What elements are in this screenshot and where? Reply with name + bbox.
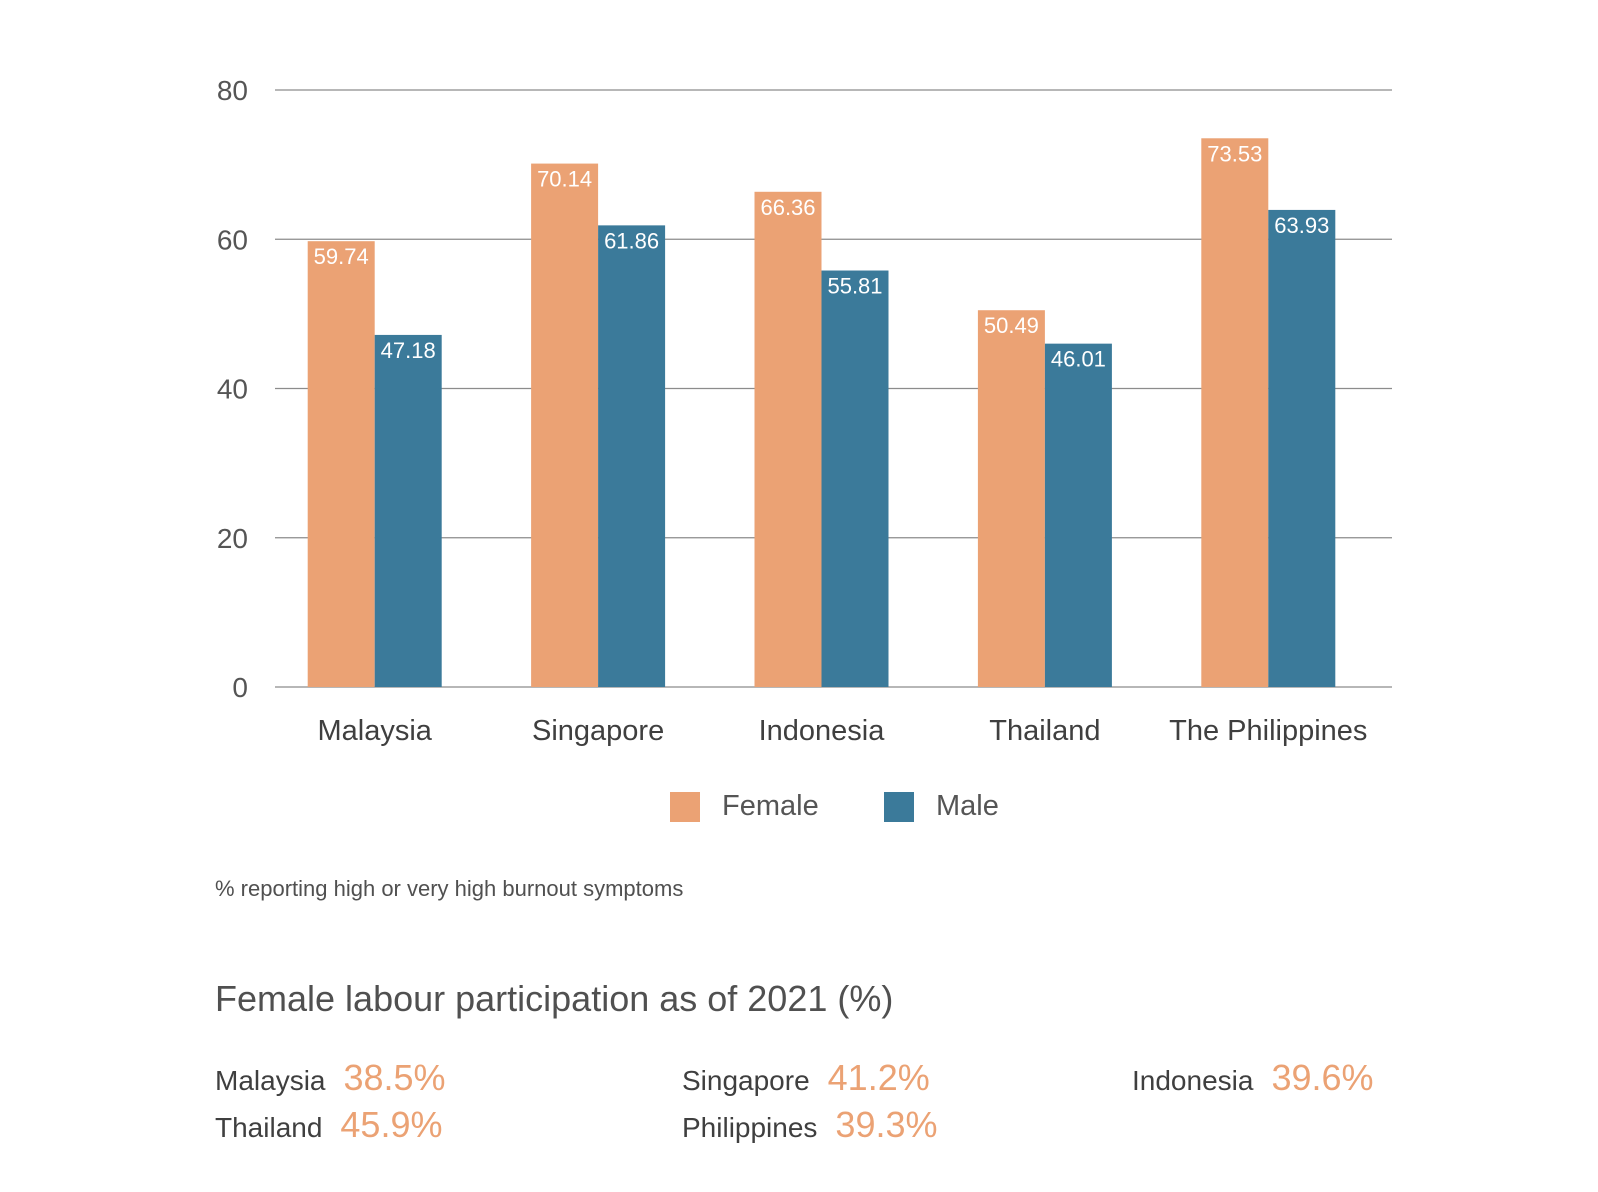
- y-tick-label: 60: [217, 224, 248, 255]
- data-label: 61.86: [604, 228, 659, 253]
- x-category-label: Singapore: [532, 715, 664, 747]
- legend-label-female: Female: [722, 790, 819, 822]
- data-label: 59.74: [314, 244, 369, 269]
- data-label: 73.53: [1207, 141, 1262, 166]
- bar-male: [1268, 209, 1336, 688]
- stat-indonesia: Indonesia 39.6%: [1132, 1057, 1374, 1099]
- data-label: 47.18: [381, 338, 436, 363]
- stat-thailand: Thailand 45.9%: [215, 1104, 442, 1146]
- stat-country: Indonesia: [1132, 1065, 1254, 1096]
- data-label: 46.01: [1051, 347, 1106, 372]
- stat-country: Malaysia: [215, 1065, 326, 1096]
- legend-label-male: Male: [936, 790, 999, 822]
- stat-malaysia: Malaysia 38.5%: [215, 1057, 446, 1099]
- data-label: 55.81: [827, 274, 882, 299]
- data-label: 70.14: [537, 167, 592, 192]
- x-category-label: The Philippines: [1169, 715, 1367, 747]
- y-tick-label: 20: [217, 523, 248, 554]
- y-tick-label: 0: [232, 672, 248, 703]
- stat-value: 41.2%: [827, 1057, 930, 1098]
- legend-item-male: Male: [884, 790, 999, 823]
- bar-male: [1044, 343, 1112, 687]
- bar-male: [598, 225, 666, 687]
- stat-value: 38.5%: [343, 1057, 446, 1098]
- legend-item-female: Female: [670, 790, 819, 823]
- bar-female: [977, 310, 1045, 687]
- stat-singapore: Singapore 41.2%: [682, 1057, 930, 1099]
- bars: 59.74 47.18 70.14 61.86 66.36 55.81 50.49 46.01…: [307, 138, 1336, 688]
- x-category-label: Malaysia: [317, 715, 432, 747]
- stat-country: Singapore: [682, 1065, 810, 1096]
- y-axis: 0 20 40 60 80: [217, 75, 248, 703]
- burnout-bar-chart: 0 20 40 60 80 59.74 47.18 70.14 61.86 66.36 55.81…: [217, 75, 1392, 747]
- data-label: 50.49: [984, 313, 1039, 338]
- chart-note: % reporting high or very high burnout sy…: [215, 876, 684, 901]
- stat-value: 39.6%: [1271, 1057, 1374, 1098]
- x-axis: Malaysia Singapore Indonesia Thailand The Ph…: [317, 715, 1367, 747]
- stat-value: 45.9%: [340, 1104, 443, 1145]
- stat-value: 39.3%: [835, 1104, 938, 1145]
- stat-philippines: Philippines 39.3%: [682, 1104, 938, 1146]
- legend: Female Male: [0, 790, 1598, 830]
- data-label: 66.36: [760, 195, 815, 220]
- stat-country: Thailand: [215, 1112, 323, 1143]
- legend-swatch-female: [670, 791, 700, 822]
- y-tick-label: 40: [217, 374, 248, 405]
- y-tick-label: 80: [217, 75, 248, 106]
- labour-title: Female labour participation as of 2021 (…: [215, 978, 894, 1019]
- bar-male: [374, 334, 442, 687]
- bar-female: [754, 191, 822, 687]
- stat-country: Philippines: [682, 1112, 818, 1143]
- legend-swatch-male: [884, 791, 914, 822]
- bar-female: [531, 163, 599, 687]
- bar-male: [821, 270, 889, 687]
- bar-female: [307, 241, 375, 687]
- bar-female: [1201, 138, 1269, 688]
- x-category-label: Indonesia: [759, 715, 886, 747]
- data-label: 63.93: [1274, 213, 1329, 238]
- x-category-label: Thailand: [989, 715, 1100, 747]
